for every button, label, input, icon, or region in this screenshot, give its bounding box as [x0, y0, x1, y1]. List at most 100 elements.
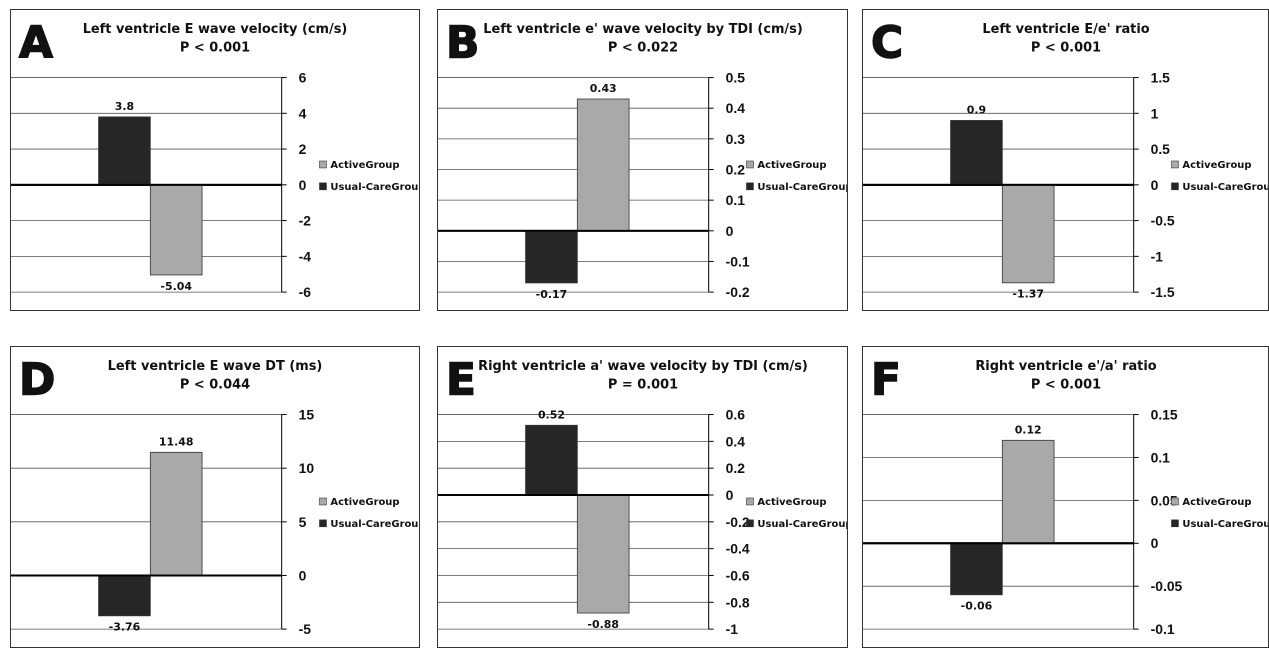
legend-swatch-activegroup [746, 161, 753, 168]
bar-activegroup [1002, 440, 1054, 543]
chart-pvalue-f: P < 0.001 [1031, 378, 1101, 393]
y-tick-label: 0 [726, 487, 734, 503]
legend-label-usual-caregroup: Usual-CareGroup [757, 519, 847, 530]
plot-area-d: 15 10 5 0 -5 -3.76 11.48 ActiveGroup Usual-CareG… [11, 407, 419, 638]
y-tick-label: 0 [299, 567, 307, 583]
legend-swatch-activegroup [1171, 498, 1178, 505]
data-label-usual-caregroup: 3.8 [115, 100, 134, 113]
y-tick-label: 0.6 [726, 407, 746, 423]
y-tick-label: 1.5 [1151, 70, 1171, 86]
data-label-activegroup: -5.04 [160, 280, 192, 293]
legend-swatch-activegroup [1171, 161, 1178, 168]
legend-swatch-usual-caregroup [319, 520, 326, 527]
legend-swatch-activegroup [319, 498, 326, 505]
chart-pvalue-c: P < 0.001 [1031, 41, 1101, 56]
chart-title-a: Left ventricle E wave velocity (cm/s) [83, 22, 348, 37]
y-tick-label: 1 [1151, 105, 1159, 121]
y-tick-label: -0.6 [726, 567, 750, 583]
chart-panel-e: E Right ventricle a' wave velocity by TD… [437, 346, 848, 648]
bar-usual-caregroup [951, 120, 1003, 184]
legend-label-activegroup: ActiveGroup [330, 160, 399, 171]
y-tick-label: -0.1 [726, 253, 750, 269]
y-tick-label: -0.8 [726, 594, 750, 610]
legend-label-usual-caregroup: Usual-CareGroup [330, 182, 419, 193]
legend-label-usual-caregroup: Usual-CareGroup [757, 182, 847, 193]
chart-e-svg: E Right ventricle a' wave velocity by TD… [438, 347, 847, 647]
data-label-activegroup: 0.12 [1015, 423, 1042, 436]
y-tick-label: 6 [299, 70, 307, 86]
y-tick-label: 0.4 [726, 433, 746, 449]
legend-label-usual-caregroup: Usual-CareGroup [330, 519, 419, 530]
y-tick-label: -4 [299, 248, 312, 264]
chart-title-f: Right ventricle e'/a' ratio [975, 359, 1156, 374]
chart-panel-c: C Left ventricle E/e' ratio P < 0.001 1.… [862, 9, 1269, 311]
chart-c-svg: C Left ventricle E/e' ratio P < 0.001 1.… [863, 10, 1268, 310]
chart-panel-b: B Left ventricle e' wave velocity by TDI… [437, 9, 848, 311]
legend-label-activegroup: ActiveGroup [330, 497, 399, 508]
legend-swatch-activegroup [319, 161, 326, 168]
bar-activegroup [150, 185, 202, 275]
legend-label-activegroup: ActiveGroup [757, 497, 826, 508]
plot-area-f: 0.15 0.1 0.05 0 -0.05 -0.1 -0.06 0.12 ActiveGrou… [863, 407, 1268, 638]
y-tick-label: 2 [299, 141, 307, 157]
plot-area-c: 1.5 1 0.5 0 -0.5 -1 -1.5 0.9 -1.37 ActiveGroup Usu… [863, 70, 1268, 301]
chart-f-svg: F Right ventricle e'/a' ratio P < 0.001 … [863, 347, 1268, 647]
data-label-activegroup: 0.43 [590, 82, 617, 95]
y-tick-label: 0.3 [726, 131, 746, 147]
y-tick-label: -1 [1151, 248, 1164, 264]
panel-letter-a: A [19, 18, 53, 69]
legend-label-activegroup: ActiveGroup [1182, 497, 1251, 508]
y-tick-label: 0 [299, 177, 307, 193]
plot-area-a: 6 4 2 0 -2 -4 -6 3.8 -5.04 ActiveGroup Usual-CareG… [11, 70, 419, 301]
y-tick-label: 0.5 [726, 70, 746, 86]
chart-title-c: Left ventricle E/e' ratio [982, 22, 1149, 37]
plot-area-e: 0.6 0.4 0.2 0 -0.2 -0.4 -0.6 -0.8 -1 0.52 -0.88 Act… [438, 407, 847, 638]
panel-letter-b: B [446, 18, 479, 69]
chart-panel-a: A Left ventricle E wave velocity (cm/s) … [10, 9, 420, 311]
panel-letter-d: D [19, 355, 55, 406]
chart-title-d: Left ventricle E wave DT (ms) [108, 359, 323, 374]
y-tick-label: -0.4 [726, 541, 750, 557]
y-tick-label: 0.2 [726, 161, 746, 177]
panel-letter-c: C [871, 18, 903, 69]
bar-activegroup [150, 452, 202, 575]
y-tick-label: 0.1 [1151, 449, 1171, 465]
panel-letter-f: F [871, 355, 901, 406]
chart-pvalue-e: P = 0.001 [608, 378, 678, 393]
y-tick-label: 5 [299, 514, 307, 530]
chart-pvalue-d: P < 0.044 [180, 378, 250, 393]
legend-swatch-usual-caregroup [1171, 520, 1178, 527]
bar-activegroup [577, 99, 629, 231]
legend-swatch-usual-caregroup [746, 520, 753, 527]
data-label-usual-caregroup: -0.06 [961, 600, 993, 613]
data-label-usual-caregroup: -3.76 [109, 621, 141, 634]
chart-pvalue-a: P < 0.001 [180, 41, 250, 56]
plot-area-b: 0.5 0.4 0.3 0.2 0.1 0 -0.1 -0.2 -0.17 0.43 ActiveG… [438, 70, 847, 301]
chart-title-e: Right ventricle a' wave velocity by TDI … [478, 359, 808, 374]
data-label-usual-caregroup: -0.17 [536, 288, 568, 301]
bar-usual-caregroup [526, 425, 578, 495]
bar-usual-caregroup [99, 575, 151, 615]
y-tick-label: -1 [726, 621, 739, 637]
data-label-activegroup: 11.48 [159, 435, 194, 448]
y-tick-label: 15 [299, 407, 315, 423]
bar-activegroup [1002, 185, 1054, 283]
y-tick-label: -0.1 [1151, 621, 1175, 637]
y-tick-label: 10 [299, 460, 315, 476]
y-tick-label: -0.5 [1151, 213, 1175, 229]
y-tick-label: -6 [299, 284, 312, 300]
y-tick-label: -1.5 [1151, 284, 1175, 300]
data-label-usual-caregroup: 0.52 [538, 408, 565, 421]
y-tick-label: 0.1 [726, 192, 746, 208]
y-tick-label: -0.2 [726, 284, 750, 300]
legend-swatch-usual-caregroup [1171, 183, 1178, 190]
y-tick-label: 0 [726, 223, 734, 239]
y-tick-label: 0.5 [1151, 141, 1171, 157]
bar-usual-caregroup [99, 117, 151, 185]
y-tick-label: 4 [299, 105, 307, 121]
chart-panel-d: D Left ventricle E wave DT (ms) P < 0.04… [10, 346, 420, 648]
y-tick-label: 0.4 [726, 100, 746, 116]
y-tick-label: 0 [1151, 177, 1159, 193]
legend-swatch-activegroup [746, 498, 753, 505]
legend-label-activegroup: ActiveGroup [757, 160, 826, 171]
